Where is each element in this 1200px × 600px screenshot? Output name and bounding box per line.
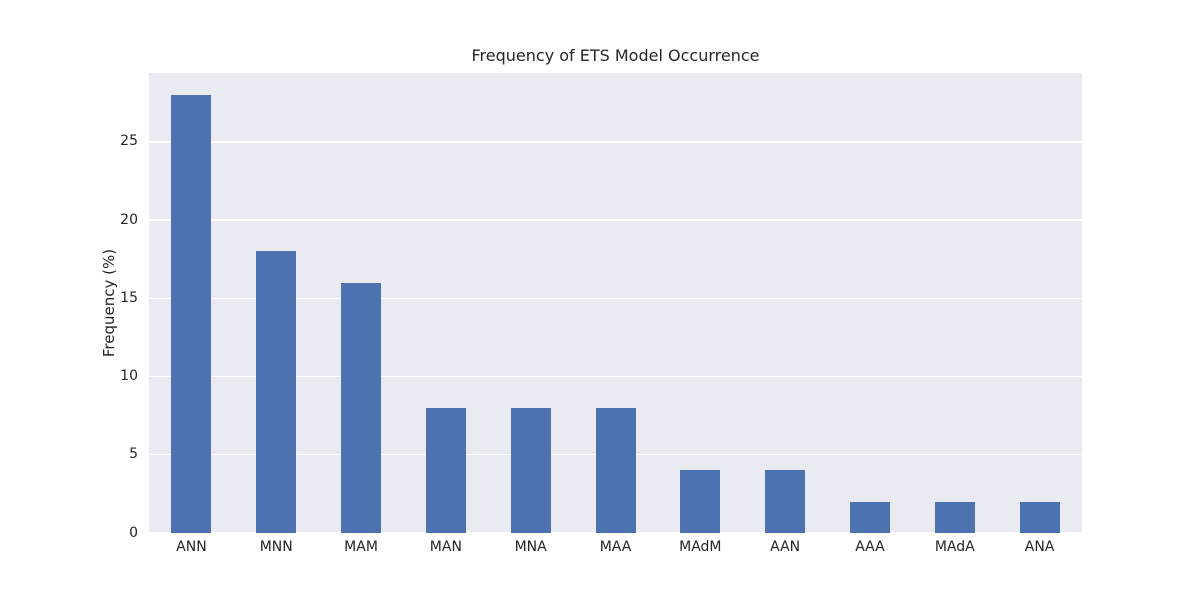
x-tick-label: MNN bbox=[259, 539, 293, 555]
bar-MNN bbox=[256, 251, 297, 533]
plot-area bbox=[149, 73, 1082, 533]
x-tick-label: ANN bbox=[176, 539, 207, 555]
x-tick-label: ANA bbox=[1024, 539, 1055, 555]
y-tick-label: 5 bbox=[129, 446, 138, 463]
x-tick-label: MAdA bbox=[934, 539, 975, 555]
x-tick-label: MAM bbox=[344, 539, 378, 555]
gridline bbox=[149, 375, 1082, 378]
bar-MAM bbox=[341, 282, 382, 533]
x-tick-label: AAA bbox=[855, 539, 885, 555]
y-tick-label: 25 bbox=[120, 133, 138, 150]
bar-MNA bbox=[510, 407, 551, 533]
y-tick-label: 15 bbox=[120, 289, 138, 306]
y-tick-label: 10 bbox=[120, 368, 138, 385]
x-tick-label: AAN bbox=[770, 539, 801, 555]
x-tick-label: MAdM bbox=[679, 539, 722, 555]
gridline bbox=[149, 219, 1082, 221]
bar-MAdM bbox=[680, 470, 721, 533]
x-tick-label: MNA bbox=[514, 539, 547, 555]
bar-AAN bbox=[765, 470, 806, 533]
gridline bbox=[149, 141, 1082, 143]
gridline bbox=[149, 297, 1082, 300]
y-tick-label: 0 bbox=[129, 524, 138, 541]
chart-title: Frequency of ETS Model Occurrence bbox=[471, 46, 760, 65]
x-tick-label: MAN bbox=[429, 539, 462, 555]
bar-MAN bbox=[425, 407, 466, 533]
bar-AAA bbox=[849, 501, 890, 533]
bar-ANN bbox=[171, 94, 212, 533]
y-tick-label: 20 bbox=[120, 211, 138, 228]
x-tick-label: MAA bbox=[599, 539, 632, 555]
bar-ANA bbox=[1019, 501, 1060, 533]
bar-MAA bbox=[595, 407, 636, 533]
bar-MAdA bbox=[934, 501, 975, 533]
